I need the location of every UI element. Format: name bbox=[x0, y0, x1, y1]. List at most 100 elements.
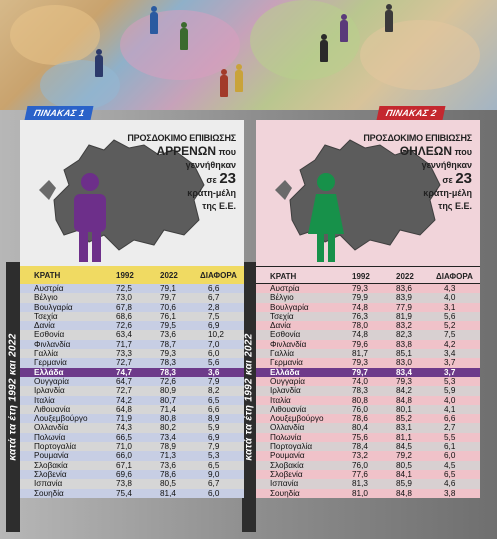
country-cell: Ισπανία bbox=[270, 479, 299, 489]
country-cell: Δανία bbox=[270, 321, 291, 331]
country-cell: Ουγγαρία bbox=[270, 376, 305, 386]
value-2022-cell: 83,4 bbox=[396, 367, 412, 377]
value-1992-cell: 64,7 bbox=[116, 376, 132, 386]
country-cell: Πολωνία bbox=[270, 432, 302, 442]
value-1992-cell: 78,4 bbox=[352, 442, 368, 452]
country-cell: Βουλγαρία bbox=[34, 302, 73, 312]
value-2022-cell: 83,8 bbox=[396, 339, 412, 349]
difference-cell: 6,7 bbox=[208, 293, 220, 303]
value-1992-cell: 71,7 bbox=[116, 339, 132, 349]
difference-cell: 6,6 bbox=[444, 414, 456, 424]
country-cell: Εσθονία bbox=[270, 330, 301, 340]
difference-cell: 7,5 bbox=[208, 311, 220, 321]
table-row: Πορτογαλία 78,4 84,5 6,1 bbox=[256, 442, 480, 452]
value-1992-cell: 69,6 bbox=[116, 469, 132, 479]
country-cell: Βέλγιο bbox=[34, 293, 58, 303]
country-cell: Ουγγαρία bbox=[34, 376, 69, 386]
figurine bbox=[340, 14, 348, 42]
value-2022-cell: 80,7 bbox=[160, 395, 176, 405]
difference-cell: 6,0 bbox=[208, 488, 220, 498]
difference-cell: 6,0 bbox=[208, 349, 220, 359]
country-cell: Λιθουανία bbox=[270, 404, 307, 414]
country-cell: Γαλλία bbox=[270, 349, 294, 359]
value-1992-cell: 72,7 bbox=[116, 386, 132, 396]
country-cell: Ρουμανία bbox=[34, 451, 69, 461]
value-1992-cell: 74,0 bbox=[352, 376, 368, 386]
table-1-column-headers: ΚΡΑΤΗ 1992 2022 ΔΙΑΦΟΡΑ bbox=[20, 266, 244, 284]
figurine bbox=[320, 34, 328, 62]
value-2022-cell: 83,1 bbox=[396, 423, 412, 433]
country-cell: Φινλανδία bbox=[34, 339, 71, 349]
country-cell: Σουηδία bbox=[270, 488, 300, 498]
value-1992-cell: 79,9 bbox=[352, 293, 368, 303]
value-2022-cell: 80,9 bbox=[160, 386, 176, 396]
table-row: Ισπανία 81,3 85,9 4,6 bbox=[256, 479, 480, 489]
country-cell: Ελλάδα bbox=[270, 367, 300, 377]
table-row: Εσθονία 74,8 82,3 7,5 bbox=[256, 330, 480, 340]
value-2022-cell: 83,9 bbox=[396, 293, 412, 303]
country-cell: Σλοβενία bbox=[34, 469, 67, 479]
header-1992: 1992 bbox=[352, 272, 370, 281]
difference-cell: 9,0 bbox=[208, 469, 220, 479]
table-2-column-headers: ΚΡΑΤΗ 1992 2022 ΔΙΑΦΟΡΑ bbox=[256, 266, 480, 284]
value-2022-cell: 81,1 bbox=[396, 432, 412, 442]
difference-cell: 6,6 bbox=[208, 284, 220, 293]
difference-cell: 5,3 bbox=[208, 451, 220, 461]
value-2022-cell: 85,2 bbox=[396, 414, 412, 424]
country-cell: Σουηδία bbox=[34, 488, 64, 498]
country-cell: Βουλγαρία bbox=[270, 302, 309, 312]
table-row: Ιταλία 74,2 80,7 6,5 bbox=[20, 395, 244, 405]
side-label-right: κατά τα έτη 1992 και 2022 bbox=[242, 262, 256, 532]
value-2022-cell: 83,0 bbox=[396, 358, 412, 368]
table-row: Βουλγαρία 67,8 70,6 2,8 bbox=[20, 302, 244, 312]
table-row: Φινλανδία 71,7 78,7 7,0 bbox=[20, 339, 244, 350]
country-cell: Σλοβενία bbox=[270, 469, 303, 479]
value-2022-cell: 82,3 bbox=[396, 330, 412, 340]
header-2022: 2022 bbox=[160, 271, 178, 280]
table-row: Ελλάδα 79,7 83,4 3,7 bbox=[256, 367, 480, 377]
value-1992-cell: 78,0 bbox=[352, 321, 368, 331]
table-row: Σλοβακία 76,0 80,5 4,5 bbox=[256, 460, 480, 470]
value-2022-cell: 78,7 bbox=[160, 339, 176, 349]
difference-cell: 5,5 bbox=[444, 432, 456, 442]
value-1992-cell: 79,7 bbox=[352, 367, 368, 377]
female-person-icon bbox=[308, 173, 344, 262]
difference-cell: 3,8 bbox=[444, 488, 456, 498]
country-cell: Πορτογαλία bbox=[270, 442, 313, 452]
figurine bbox=[95, 49, 103, 77]
header-difference: ΔΙΑΦΟΡΑ bbox=[200, 271, 237, 280]
value-1992-cell: 76,3 bbox=[352, 311, 368, 321]
table-2-tag: ΠΙΝΑΚΑΣ 2 bbox=[376, 106, 446, 120]
table-2-panel: ΠΡΟΣΔΟΚΙΜΟ ΕΠΙΒΙΩΣΗΣ ΘΗΛΕΩΝ που γεννήθηκ… bbox=[256, 120, 480, 520]
country-cell: Σλοβακία bbox=[34, 460, 68, 470]
table-1-panel: ΠΡΟΣΔΟΚΙΜΟ ΕΠΙΒΙΩΣΗΣ ΑΡΡΕΝΩΝ που γεννήθη… bbox=[20, 120, 244, 520]
table-2-header: ΠΡΟΣΔΟΚΙΜΟ ΕΠΙΒΙΩΣΗΣ ΘΗΛΕΩΝ που γεννήθηκ… bbox=[256, 120, 480, 266]
difference-cell: 5,3 bbox=[444, 376, 456, 386]
table-row: Ιρλανδία 78,3 84,2 5,9 bbox=[256, 386, 480, 396]
country-cell: Ρουμανία bbox=[270, 451, 305, 461]
value-1992-cell: 76,0 bbox=[352, 404, 368, 414]
difference-cell: 8,2 bbox=[208, 386, 220, 396]
value-2022-cell: 79,5 bbox=[160, 321, 176, 331]
value-1992-cell: 79,6 bbox=[352, 339, 368, 349]
difference-cell: 3,4 bbox=[444, 349, 456, 359]
table-1-rows: Αυστρία 72,5 79,1 6,6 Βέλγιο 73,0 79,7 6,7 Βουλγ… bbox=[20, 284, 244, 498]
figurine bbox=[180, 22, 188, 50]
difference-cell: 4,2 bbox=[444, 339, 456, 349]
europe-map-background bbox=[0, 0, 497, 120]
difference-cell: 6,0 bbox=[444, 451, 456, 461]
country-cell: Λουξεμβούργο bbox=[34, 414, 88, 424]
difference-cell: 6,5 bbox=[208, 395, 220, 405]
table-row: Ρουμανία 73,2 79,2 6,0 bbox=[256, 451, 480, 461]
country-cell: Τσεχία bbox=[34, 311, 58, 321]
value-1992-cell: 73,3 bbox=[116, 349, 132, 359]
difference-cell: 4,0 bbox=[444, 395, 456, 405]
table-row: Λουξεμβούργο 71,9 80,8 8,9 bbox=[20, 414, 244, 424]
table-row: Πορτογαλία 71,0 78,9 7,9 bbox=[20, 442, 244, 452]
difference-cell: 4,0 bbox=[444, 293, 456, 303]
difference-cell: 5,6 bbox=[208, 358, 220, 368]
table-row: Τσεχία 76,3 81,9 5,6 bbox=[256, 311, 480, 322]
value-1992-cell: 73,2 bbox=[352, 451, 368, 461]
difference-cell: 4,1 bbox=[444, 404, 456, 414]
header-difference: ΔΙΑΦΟΡΑ bbox=[436, 272, 473, 281]
